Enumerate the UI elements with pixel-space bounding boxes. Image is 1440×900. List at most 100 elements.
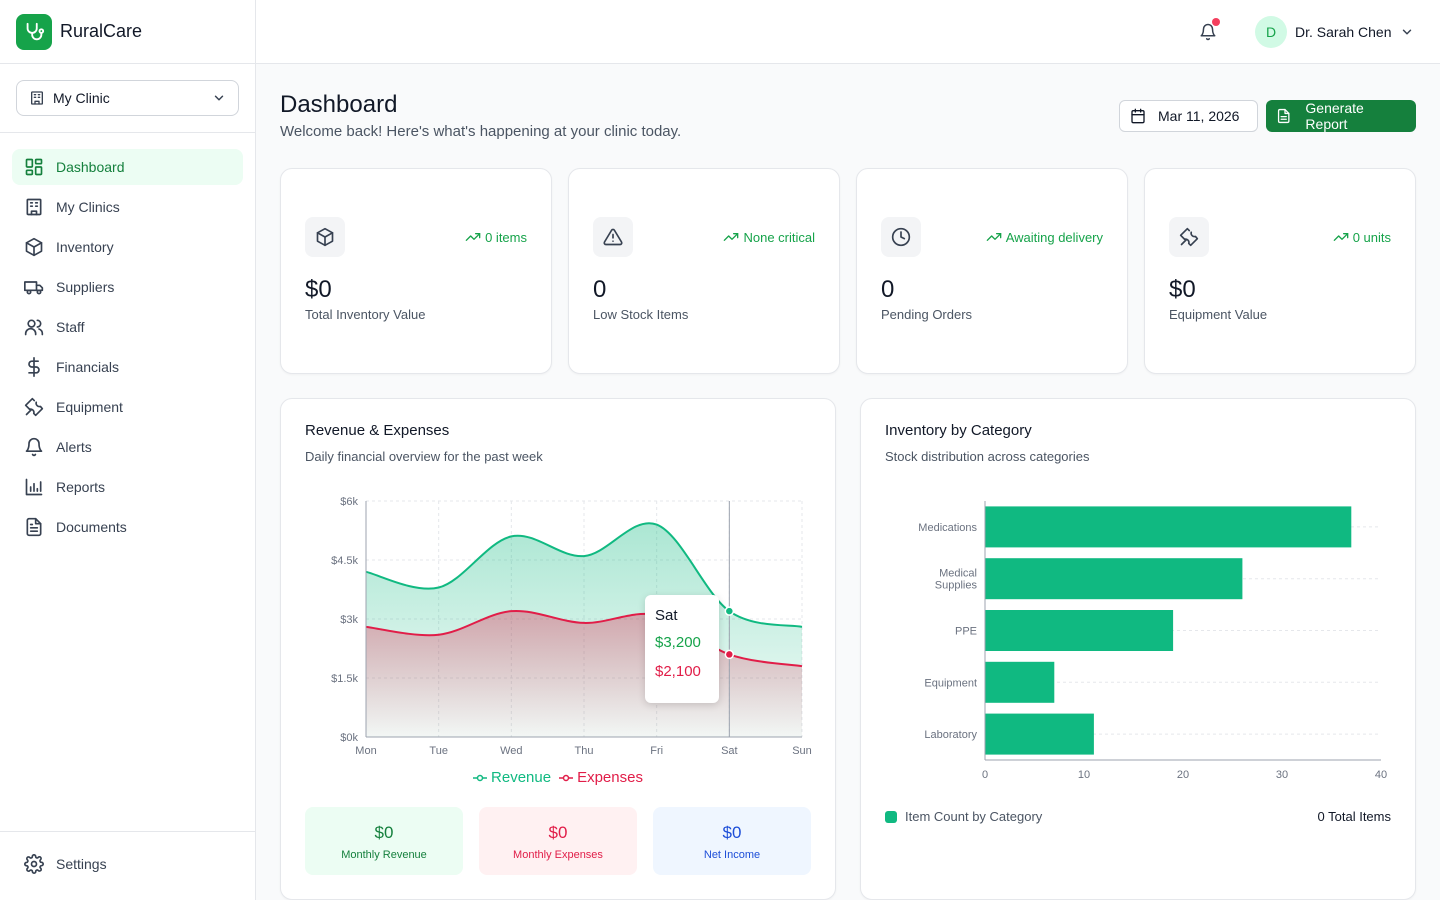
x-tick-label: Fri xyxy=(650,745,663,757)
sidebar-item-dashboard[interactable]: Dashboard xyxy=(12,149,243,185)
y-tick-label: Laboratory xyxy=(924,729,977,741)
page-title: Dashboard xyxy=(280,91,398,118)
stat-trend-text: None critical xyxy=(743,229,815,245)
y-tick-label: PPE xyxy=(955,626,977,638)
bar xyxy=(985,713,1094,755)
calendar-icon xyxy=(1131,108,1145,124)
expenses-active-point xyxy=(724,649,735,660)
sidebar-item-reports[interactable]: Reports xyxy=(12,469,243,505)
sidebar-item-settings[interactable]: Settings xyxy=(12,846,243,882)
x-tick-label: 40 xyxy=(1375,769,1387,781)
sidebar-item-label: Financials xyxy=(56,359,120,375)
stat-card-low-stock: None critical 0 Low Stock Items xyxy=(568,168,840,374)
stats-row: 0 items $0 Total Inventory Value None cr… xyxy=(280,168,1416,374)
bar xyxy=(985,558,1243,600)
summary-label: Net Income xyxy=(703,849,761,861)
building-icon xyxy=(31,91,43,105)
y-tick-label: $0k xyxy=(340,732,358,744)
stat-trend: Awaiting delivery xyxy=(986,229,1103,245)
clock-icon xyxy=(881,217,921,257)
stat-value: 0 xyxy=(881,276,895,303)
trending-up-icon xyxy=(1333,233,1349,241)
notifications-button[interactable] xyxy=(1196,18,1220,44)
summary-value: $0 xyxy=(374,823,394,842)
avatar: D xyxy=(1255,16,1287,48)
sidebar-item-label: Equipment xyxy=(56,399,123,415)
bar xyxy=(985,506,1352,548)
stat-trend: None critical xyxy=(723,229,815,245)
x-tick-label: Tue xyxy=(429,745,448,757)
chart-tooltip: Sat $3,200 $2,100 xyxy=(645,595,719,703)
bar xyxy=(985,661,1055,703)
sidebar-item-alerts[interactable]: Alerts xyxy=(12,429,243,465)
inventory-legend: Item Count by Category xyxy=(885,809,1042,824)
sidebar-item-financials[interactable]: Financials xyxy=(12,349,243,385)
tooltip-day: Sat xyxy=(655,607,678,624)
x-tick-label: 30 xyxy=(1276,769,1288,781)
bar-chart-icon xyxy=(25,478,43,496)
stat-card-equipment-value: 0 units $0 Equipment Value xyxy=(1144,168,1416,374)
legend-line-icon xyxy=(473,774,488,781)
legend-revenue[interactable]: Revenue xyxy=(473,769,551,786)
sidebar-item-inventory[interactable]: Inventory xyxy=(12,229,243,265)
sidebar-item-label: Documents xyxy=(56,519,127,535)
bar xyxy=(985,610,1174,651)
stat-trend-text: Awaiting delivery xyxy=(1005,229,1103,245)
summary-value: $0 xyxy=(722,823,742,842)
stat-label: Pending Orders xyxy=(881,307,973,322)
trending-up-icon xyxy=(465,233,481,241)
stat-value: 0 xyxy=(593,276,607,303)
date-value: Mar 11, 2026 xyxy=(1158,108,1240,124)
sidebar-item-label: Suppliers xyxy=(56,279,115,295)
chart-legend: Revenue Expenses xyxy=(281,769,835,786)
x-tick-label: Sun xyxy=(792,745,812,757)
stat-trend: 0 items xyxy=(465,229,527,245)
legend-expenses[interactable]: Expenses xyxy=(559,769,643,786)
y-tick-label: $1.5k xyxy=(331,673,358,685)
inventory-category-chart: 0 10 20 30 40 Medications Medical Supplies PPE Eq… xyxy=(918,501,1387,781)
revenue-expenses-chart: $0k $1.5k $3k $4.5k $6k Mon Tue Wed Thu Fri Sat Sun xyxy=(331,496,812,757)
card-subtitle: Daily financial overview for the past we… xyxy=(305,449,543,464)
sidebar-item-documents[interactable]: Documents xyxy=(12,509,243,545)
stat-card-inventory-value: 0 items $0 Total Inventory Value xyxy=(280,168,552,374)
user-menu[interactable]: D Dr. Sarah Chen xyxy=(1255,16,1414,48)
sidebar-item-my-clinics[interactable]: My Clinics xyxy=(12,189,243,225)
legend-swatch xyxy=(885,810,897,823)
clinic-select[interactable]: My Clinic xyxy=(16,80,239,116)
generate-report-button[interactable]: Generate Report xyxy=(1266,100,1416,132)
x-tick-label: 0 xyxy=(982,769,988,781)
summary-value: $0 xyxy=(548,823,568,842)
sidebar-item-equipment[interactable]: Equipment xyxy=(12,389,243,425)
package-icon xyxy=(25,237,43,257)
sidebar-item-label: Reports xyxy=(56,479,106,495)
sidebar-item-label: Alerts xyxy=(56,439,92,455)
x-tick-label: Mon xyxy=(355,745,376,757)
x-tick-label: Thu xyxy=(575,745,594,757)
page-subtitle: Welcome back! Here's what's happening at… xyxy=(280,123,682,140)
x-tick-label: Wed xyxy=(500,745,522,757)
wrench-icon xyxy=(24,397,44,417)
building-icon xyxy=(26,198,42,216)
sidebar-item-suppliers[interactable]: Suppliers xyxy=(12,269,243,305)
sidebar-nav: Dashboard My Clinics Inventory Suppliers… xyxy=(0,133,255,565)
sidebar: RuralCare My Clinic Dashboard My Clinics… xyxy=(0,0,256,900)
legend-label: Expenses xyxy=(577,769,643,786)
legend-line-icon xyxy=(559,774,574,781)
chevron-down-icon xyxy=(214,95,224,101)
clinic-select-value: My Clinic xyxy=(53,90,110,106)
legend-label: Revenue xyxy=(491,769,552,786)
inventory-total: 0 Total Items xyxy=(1317,809,1391,824)
legend-label: Item Count by Category xyxy=(905,809,1043,824)
generate-report-label: Generate Report xyxy=(1305,100,1364,132)
stat-trend-text: 0 items xyxy=(485,229,527,245)
brand[interactable]: RuralCare xyxy=(0,0,255,64)
users-icon xyxy=(24,319,44,336)
date-picker-button[interactable]: Mar 11, 2026 xyxy=(1119,100,1258,132)
x-tick-label: 10 xyxy=(1078,769,1090,781)
card-subtitle: Stock distribution across categories xyxy=(885,449,1090,464)
stat-trend-text: 0 units xyxy=(1352,229,1391,245)
sidebar-item-staff[interactable]: Staff xyxy=(12,309,243,345)
stat-label: Low Stock Items xyxy=(593,307,689,322)
monthly-expenses-summary: $0 Monthly Expenses xyxy=(479,807,637,875)
sidebar-item-label: Inventory xyxy=(56,239,114,255)
